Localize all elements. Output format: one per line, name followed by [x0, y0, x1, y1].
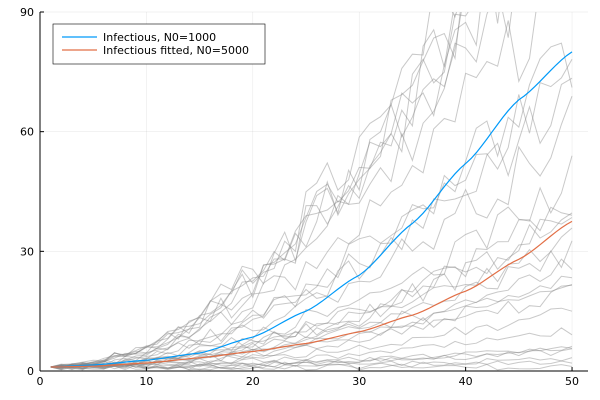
x-tick-label: 50: [565, 375, 579, 388]
y-tick-label: 30: [20, 245, 34, 258]
background-trajectory-line: [50, 12, 462, 369]
background-trajectory-line: [50, 77, 573, 369]
background-trajectory-line: [50, 58, 573, 370]
legend-label: Infectious, N0=1000: [103, 31, 216, 44]
series-line-infectious-fitted: [50, 220, 573, 368]
background-trajectory-line: [50, 345, 573, 370]
x-tick-label: 30: [352, 375, 366, 388]
background-trajectory-line: [50, 360, 573, 371]
background-trajectory-line: [50, 227, 573, 370]
background-trajectory-line: [50, 96, 573, 369]
x-tick-label: 10: [139, 375, 153, 388]
background-trajectory-line: [50, 12, 469, 368]
x-tick-label: 20: [246, 375, 260, 388]
background-trajectory-line: [50, 348, 573, 371]
background-trajectory-line: [50, 363, 573, 371]
background-trajectory-line: [50, 42, 573, 369]
x-tick-label: 40: [459, 375, 473, 388]
background-trajectories: [50, 12, 573, 371]
axes: [39, 11, 588, 372]
background-trajectory-line: [50, 12, 461, 368]
x-tick-label: 0: [37, 375, 44, 388]
y-tick-label: 60: [20, 126, 34, 139]
background-trajectory-line: [50, 12, 500, 369]
background-trajectory-line: [50, 12, 454, 369]
background-trajectory-line: [50, 12, 458, 369]
background-trajectory-line: [50, 357, 573, 370]
background-trajectory-line: [50, 12, 513, 368]
background-trajectory-line: [50, 307, 573, 369]
background-trajectory-line: [50, 12, 537, 368]
y-tick-label: 0: [27, 365, 34, 378]
background-trajectory-line: [50, 346, 573, 370]
y-tick-label: 90: [20, 6, 34, 19]
tick-labels: 0 10 20 30 40 50 0 30 60 90: [20, 6, 579, 388]
background-trajectory-line: [50, 284, 573, 370]
series-line-infectious: [50, 51, 573, 368]
series-lines: [50, 51, 573, 368]
legend-box: [52, 23, 266, 65]
background-trajectory-line: [50, 284, 573, 370]
legend-label: Infectious fitted, N0=5000: [103, 44, 249, 57]
background-trajectory-line: [50, 327, 573, 371]
